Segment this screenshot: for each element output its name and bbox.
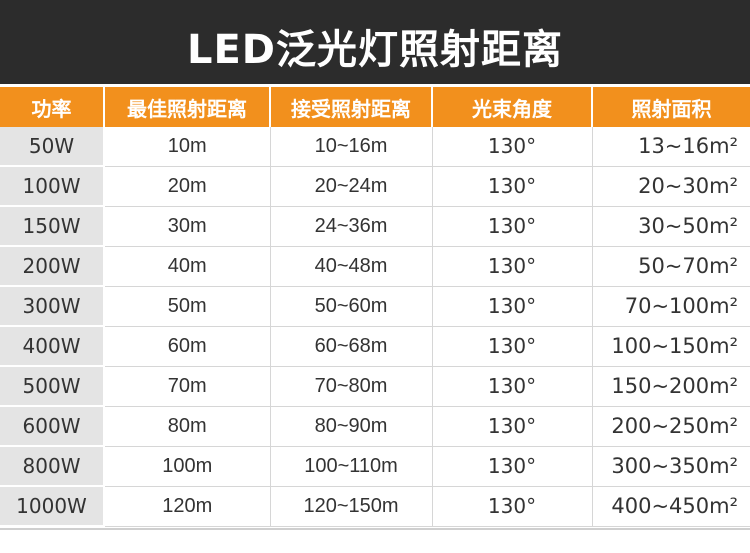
acceptable-distance-cell: 10~16m xyxy=(270,127,433,167)
best-distance-cell: 20m xyxy=(104,166,271,207)
beam-angle-cell: 130° xyxy=(432,166,593,207)
table-row: 200W 40m 40~48m 130° 50~70m² xyxy=(0,246,750,287)
table-row: 600W 80m 80~90m 130° 200~250m² xyxy=(0,406,750,447)
coverage-area-cell: 30~50m² xyxy=(592,206,750,247)
coverage-area-cell: 13~16m² xyxy=(592,127,750,167)
coverage-area-cell: 150~200m² xyxy=(592,366,750,407)
beam-angle-cell: 130° xyxy=(432,326,593,367)
power-cell: 1000W xyxy=(0,486,105,527)
power-cell: 300W xyxy=(0,286,105,327)
best-distance-cell: 40m xyxy=(104,246,271,287)
header-beam-angle: 光束角度 xyxy=(432,87,593,127)
header-best-distance: 最佳照射距离 xyxy=(104,87,271,127)
beam-angle-cell: 130° xyxy=(432,246,593,287)
table-row: 1000W 120m 120~150m 130° 400~450m² xyxy=(0,486,750,527)
beam-angle-cell: 130° xyxy=(432,206,593,247)
page-title: LED泛光灯照射距离 xyxy=(186,27,563,73)
coverage-area-cell: 200~250m² xyxy=(592,406,750,447)
table-row: 400W 60m 60~68m 130° 100~150m² xyxy=(0,326,750,367)
table-row: 50W 10m 10~16m 130° 13~16m² xyxy=(0,127,750,167)
best-distance-cell: 60m xyxy=(104,326,271,367)
coverage-area-cell: 50~70m² xyxy=(592,246,750,287)
beam-angle-cell: 130° xyxy=(432,286,593,327)
table-row: 100W 20m 20~24m 130° 20~30m² xyxy=(0,166,750,207)
best-distance-cell: 120m xyxy=(104,486,271,527)
acceptable-distance-cell: 40~48m xyxy=(270,246,433,287)
beam-angle-cell: 130° xyxy=(432,486,593,527)
best-distance-cell: 30m xyxy=(104,206,271,247)
acceptable-distance-cell: 100~110m xyxy=(270,446,433,487)
header-acceptable-distance: 接受照射距离 xyxy=(270,87,433,127)
bottom-divider xyxy=(0,528,750,530)
spec-table: 功率 最佳照射距离 接受照射距离 光束角度 照射面积 50W 10m 10~16m 1… xyxy=(0,87,750,527)
coverage-area-cell: 70~100m² xyxy=(592,286,750,327)
coverage-area-cell: 20~30m² xyxy=(592,166,750,207)
table-row: 800W 100m 100~110m 130° 300~350m² xyxy=(0,446,750,487)
title-bar: LED泛光灯照射距离 xyxy=(0,0,750,84)
acceptable-distance-cell: 20~24m xyxy=(270,166,433,207)
acceptable-distance-cell: 120~150m xyxy=(270,486,433,527)
header-power: 功率 xyxy=(0,87,105,127)
table-row: 300W 50m 50~60m 130° 70~100m² xyxy=(0,286,750,327)
power-cell: 800W xyxy=(0,446,105,487)
header-row: 功率 最佳照射距离 接受照射距离 光束角度 照射面积 xyxy=(0,87,750,127)
best-distance-cell: 100m xyxy=(104,446,271,487)
coverage-area-cell: 300~350m² xyxy=(592,446,750,487)
acceptable-distance-cell: 60~68m xyxy=(270,326,433,367)
coverage-area-cell: 100~150m² xyxy=(592,326,750,367)
power-cell: 500W xyxy=(0,366,105,407)
table-body: 50W 10m 10~16m 130° 13~16m² 100W 20m 20~24m 130°… xyxy=(0,127,750,527)
beam-angle-cell: 130° xyxy=(432,406,593,447)
best-distance-cell: 80m xyxy=(104,406,271,447)
acceptable-distance-cell: 70~80m xyxy=(270,366,433,407)
acceptable-distance-cell: 80~90m xyxy=(270,406,433,447)
power-cell: 200W xyxy=(0,246,105,287)
acceptable-distance-cell: 24~36m xyxy=(270,206,433,247)
beam-angle-cell: 130° xyxy=(432,366,593,407)
table-row: 150W 30m 24~36m 130° 30~50m² xyxy=(0,206,750,247)
power-cell: 600W xyxy=(0,406,105,447)
best-distance-cell: 50m xyxy=(104,286,271,327)
power-cell: 100W xyxy=(0,166,105,207)
power-cell: 50W xyxy=(0,127,105,167)
header-coverage-area: 照射面积 xyxy=(592,87,750,127)
power-cell: 150W xyxy=(0,206,105,247)
coverage-area-cell: 400~450m² xyxy=(592,486,750,527)
beam-angle-cell: 130° xyxy=(432,127,593,167)
power-cell: 400W xyxy=(0,326,105,367)
best-distance-cell: 70m xyxy=(104,366,271,407)
table-row: 500W 70m 70~80m 130° 150~200m² xyxy=(0,366,750,407)
beam-angle-cell: 130° xyxy=(432,446,593,487)
acceptable-distance-cell: 50~60m xyxy=(270,286,433,327)
best-distance-cell: 10m xyxy=(104,127,271,167)
